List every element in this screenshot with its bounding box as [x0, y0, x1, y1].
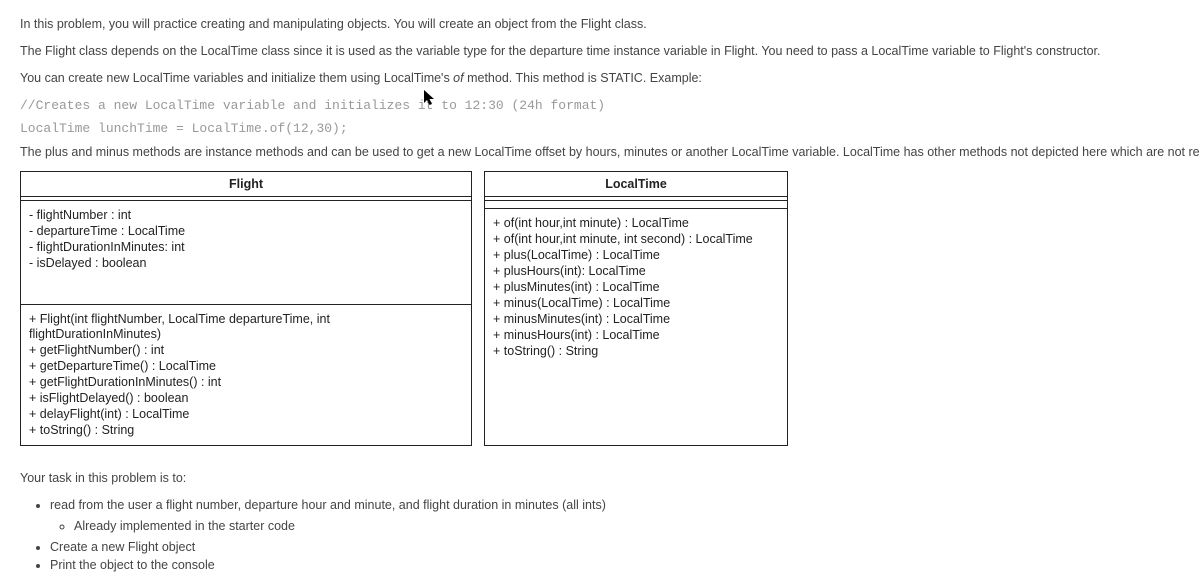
- uml-method: + isFlightDelayed() : boolean: [29, 391, 463, 406]
- uml-method: + minus(LocalTime) : LocalTime: [493, 296, 779, 311]
- uml-localtime-box: LocalTime + of(int hour,int minute) : Lo…: [484, 171, 788, 447]
- uml-attr: - departureTime : LocalTime: [29, 224, 463, 239]
- uml-method: + toString() : String: [29, 423, 463, 438]
- uml-localtime-attrs: [485, 201, 787, 205]
- uml-method: + plus(LocalTime) : LocalTime: [493, 248, 779, 263]
- uml-attr: - flightNumber : int: [29, 208, 463, 223]
- task-item: Print the object to the console: [50, 557, 1180, 574]
- uml-method: + getDepartureTime() : LocalTime: [29, 359, 463, 374]
- task-subitem: Already implemented in the starter code: [74, 518, 1180, 535]
- intro-para-3-italic: of: [453, 71, 463, 85]
- task-item: Create a new Flight object: [50, 539, 1180, 556]
- uml-method: + getFlightDurationInMinutes() : int: [29, 375, 463, 390]
- task-list: read from the user a flight number, depa…: [50, 497, 1180, 576]
- uml-tables-row: Flight - flightNumber : int - departureT…: [20, 171, 1180, 447]
- uml-localtime-title: LocalTime: [485, 172, 787, 198]
- uml-flight-attrs: - flightNumber : int - departureTime : L…: [21, 201, 471, 301]
- uml-flight-methods: + Flight(int flightNumber, LocalTime dep…: [21, 305, 471, 445]
- intro-para-3: You can create new LocalTime variables a…: [20, 70, 1180, 87]
- uml-method: + plusHours(int): LocalTime: [493, 264, 779, 279]
- intro-para-1: In this problem, you will practice creat…: [20, 16, 1180, 33]
- uml-method: + of(int hour,int minute, int second) : …: [493, 232, 779, 247]
- task-item-text: read from the user a flight number, depa…: [50, 498, 606, 512]
- code-line: LocalTime lunchTime = LocalTime.of(12,30…: [20, 120, 1180, 138]
- uml-flight-box: Flight - flightNumber : int - departureT…: [20, 171, 472, 447]
- uml-method: + minusMinutes(int) : LocalTime: [493, 312, 779, 327]
- intro-para-4: The plus and minus methods are instance …: [20, 144, 1180, 161]
- task-intro: Your task in this problem is to:: [20, 470, 1180, 487]
- intro-para-3a: You can create new LocalTime variables a…: [20, 71, 453, 85]
- uml-method: + delayFlight(int) : LocalTime: [29, 407, 463, 422]
- uml-attr: - isDelayed : boolean: [29, 256, 463, 271]
- uml-method: + toString() : String: [493, 344, 779, 359]
- intro-para-2: The Flight class depends on the LocalTim…: [20, 43, 1180, 60]
- uml-flight-title: Flight: [21, 172, 471, 198]
- uml-method: + minusHours(int) : LocalTime: [493, 328, 779, 343]
- uml-method: + Flight(int flightNumber, LocalTime dep…: [29, 312, 463, 342]
- task-sublist: Already implemented in the starter code: [74, 518, 1180, 535]
- uml-method: + of(int hour,int minute) : LocalTime: [493, 216, 779, 231]
- uml-method: + plusMinutes(int) : LocalTime: [493, 280, 779, 295]
- intro-para-3b: method. This method is STATIC. Example:: [464, 71, 702, 85]
- uml-attr: - flightDurationInMinutes: int: [29, 240, 463, 255]
- uml-spacer: [29, 272, 463, 294]
- code-comment: //Creates a new LocalTime variable and i…: [20, 97, 1180, 115]
- uml-localtime-methods: + of(int hour,int minute) : LocalTime + …: [485, 209, 787, 366]
- task-item: read from the user a flight number, depa…: [50, 497, 1180, 535]
- uml-method: + getFlightNumber() : int: [29, 343, 463, 358]
